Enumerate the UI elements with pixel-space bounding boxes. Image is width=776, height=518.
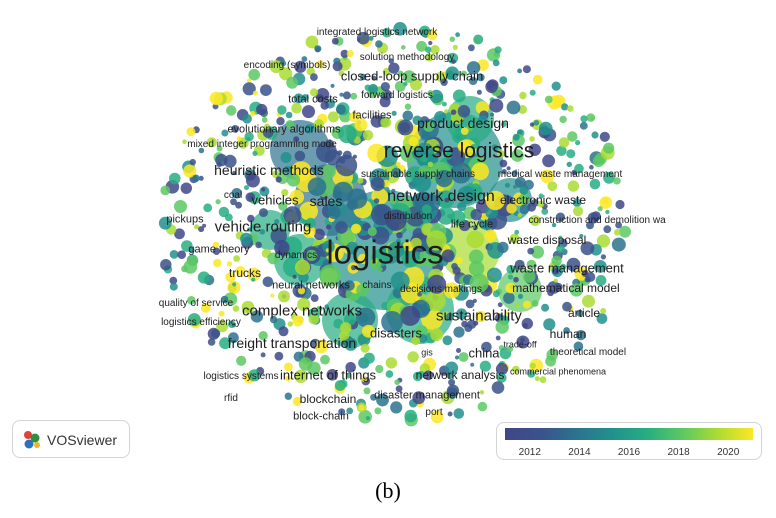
term-label[interactable]: chains [362,280,392,291]
term-label[interactable]: freight transportation [227,335,357,351]
term-label[interactable]: logistics [326,233,444,271]
term-label[interactable]: waste disposal [507,233,587,247]
term-label[interactable]: block-chain [293,410,349,423]
term-label[interactable]: quality of service [158,298,234,309]
term-label[interactable]: internet of things [279,367,377,383]
term-label[interactable]: theoretical model [549,347,627,358]
legend-tick-label: 2016 [617,447,641,458]
term-label[interactable]: facilities [352,109,392,122]
term-label[interactable]: distribution [383,211,433,222]
term-label[interactable]: logistics efficiency [161,317,241,328]
term-label[interactable]: electronic waste [499,193,587,207]
term-label[interactable]: sustainable supply chains [361,169,475,180]
term-label[interactable]: mathematical model [512,281,620,295]
term-label[interactable]: encoding (symbols) [243,60,331,71]
term-label[interactable]: medical waste management [497,169,623,180]
term-label[interactable]: human [549,327,587,341]
term-label[interactable]: vehicles [251,192,299,208]
term-label[interactable]: heuristic methods [214,162,324,178]
term-label[interactable]: reverse logistics [383,139,535,163]
legend-tick-label: 2012 [518,447,541,458]
term-label[interactable]: life cycle [450,218,494,231]
term-label[interactable]: gis [421,347,433,358]
term-label[interactable]: neural networks [272,279,350,292]
term-label[interactable]: commercial phenomena [509,366,607,377]
term-label[interactable]: construction and demolition wa [528,215,666,226]
term-label[interactable]: disaster management [374,389,480,402]
vosviewer-logo-icon [24,431,40,449]
legend-gradient-bar [505,428,753,440]
term-label[interactable]: waste management [510,260,624,276]
bubble-layer [158,22,631,427]
year-color-legend: 2012 2014 2016 2018 2020 [496,422,762,460]
term-cooccurrence-map: integrated logistics network solution met… [158,22,666,427]
legend-tick-label: 2014 [568,447,591,458]
term-label[interactable]: pickups [166,213,204,226]
term-label[interactable]: china [468,345,500,361]
legend-tick-label: 2018 [667,447,690,458]
term-label[interactable]: network design [387,188,495,205]
brand-name: VOSviewer [47,432,118,448]
term-label[interactable]: trade-off [503,339,537,350]
term-label[interactable]: dynamics [274,250,318,261]
term-label[interactable]: integrated logistics network [316,27,438,38]
term-label[interactable]: closed-loop supply chain [340,68,484,84]
term-label[interactable]: blockchain [299,392,357,406]
legend-tick-label: 2020 [717,447,740,458]
term-label[interactable]: sustainability [436,307,522,325]
term-label[interactable]: sales [309,193,343,209]
term-label[interactable]: evolutionary algorithms [227,123,341,136]
figure-caption: (b) [375,478,401,503]
term-label[interactable]: mixed integer programming mode [187,139,337,150]
term-label[interactable]: forward logistics [361,90,433,101]
term-label[interactable]: logistics systems [203,371,279,382]
term-label[interactable]: vehicle routing [214,218,312,236]
term-label[interactable]: port [425,407,443,418]
term-label[interactable]: decisions makings [400,284,482,295]
term-label[interactable]: solution methodology [359,52,455,63]
term-label[interactable]: trucks [228,266,262,280]
term-label[interactable]: rfid [224,393,238,404]
term-label[interactable]: total costs [288,93,338,106]
term-label[interactable]: game theory [188,243,250,256]
term-label[interactable]: complex networks [241,302,363,320]
term-label[interactable]: product design [417,115,509,131]
term-label[interactable]: network analysis [415,368,505,382]
term-label[interactable]: article [567,306,601,320]
term-label[interactable]: coal [223,190,243,201]
term-label[interactable]: disasters [369,325,423,341]
vosviewer-badge: VOSviewer [12,420,130,458]
